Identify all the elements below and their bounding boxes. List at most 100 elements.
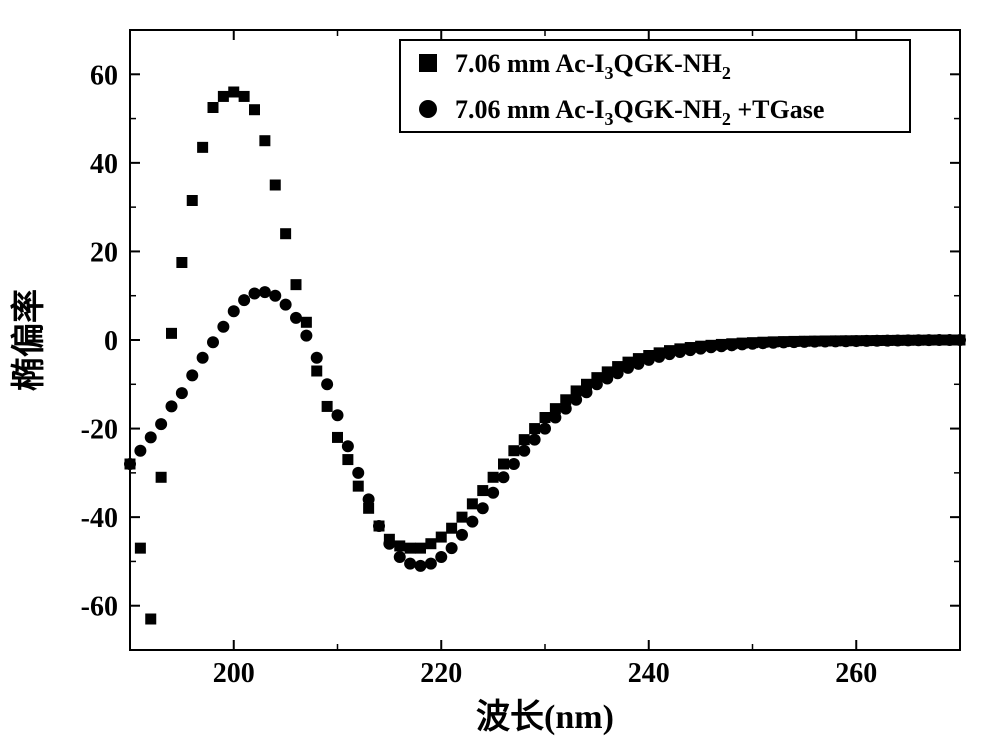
data-point xyxy=(415,560,427,572)
data-point xyxy=(249,288,261,300)
y-tick-label: 0 xyxy=(104,326,118,357)
data-point xyxy=(301,317,312,328)
data-point xyxy=(457,512,468,523)
data-point xyxy=(456,529,468,541)
data-point xyxy=(300,330,312,342)
data-point xyxy=(290,312,302,324)
y-axis-title: 椭偏率 xyxy=(10,289,48,391)
data-point xyxy=(798,336,810,348)
data-point xyxy=(321,378,333,390)
data-point xyxy=(197,142,208,153)
data-point xyxy=(405,543,416,554)
data-point xyxy=(508,445,519,456)
data-point xyxy=(238,294,250,306)
y-tick-label: 40 xyxy=(90,149,118,180)
data-point xyxy=(207,336,219,348)
data-point xyxy=(653,351,665,363)
data-point xyxy=(322,401,333,412)
data-point xyxy=(446,542,458,554)
data-point xyxy=(342,440,354,452)
data-point xyxy=(902,334,914,346)
data-point xyxy=(705,341,717,353)
data-point xyxy=(404,558,416,570)
data-point xyxy=(674,346,686,358)
chart-svg: 200220240260-60-40-200204060波长(nm)椭偏率7.0… xyxy=(0,0,1000,756)
data-point xyxy=(467,498,478,509)
data-point xyxy=(819,335,831,347)
data-point xyxy=(508,458,520,470)
y-tick-label: 20 xyxy=(90,237,118,268)
data-point xyxy=(208,102,219,113)
y-tick-label: -20 xyxy=(81,415,118,446)
data-point xyxy=(726,339,738,351)
data-point xyxy=(643,354,655,366)
data-point xyxy=(913,334,925,346)
data-point xyxy=(436,532,447,543)
data-point xyxy=(415,543,426,554)
data-point xyxy=(259,135,270,146)
data-point xyxy=(197,352,209,364)
y-tick-label: 60 xyxy=(90,60,118,91)
data-point xyxy=(788,336,800,348)
data-point xyxy=(518,445,530,457)
legend-label: 7.06 mm Ac-I3QGK-NH2 xyxy=(455,49,731,83)
y-tick-label: -60 xyxy=(81,592,118,623)
data-point xyxy=(394,551,406,563)
data-point xyxy=(861,335,873,347)
data-point xyxy=(259,286,271,298)
series-series2 xyxy=(124,286,966,572)
data-point xyxy=(228,87,239,98)
x-axis-title: 波长(nm) xyxy=(476,698,614,736)
data-point xyxy=(145,614,156,625)
legend-marker xyxy=(419,100,437,118)
data-point xyxy=(923,334,935,346)
y-tick-label: -40 xyxy=(81,503,118,534)
data-point xyxy=(145,431,157,443)
x-tick-label: 200 xyxy=(213,658,255,689)
x-tick-label: 220 xyxy=(420,658,462,689)
data-point xyxy=(228,305,240,317)
data-point xyxy=(332,409,344,421)
data-point xyxy=(176,387,188,399)
data-point xyxy=(166,328,177,339)
data-point xyxy=(156,472,167,483)
data-point xyxy=(477,485,488,496)
data-point xyxy=(767,337,779,349)
data-point xyxy=(684,344,696,356)
data-point xyxy=(695,343,707,355)
data-point xyxy=(487,487,499,499)
data-point xyxy=(632,358,644,370)
data-point xyxy=(280,299,292,311)
data-point xyxy=(539,423,551,435)
data-point xyxy=(549,412,561,424)
data-point xyxy=(124,458,136,470)
cd-spectrum-chart: 200220240260-60-40-200204060波长(nm)椭偏率7.0… xyxy=(0,0,1000,756)
data-point xyxy=(270,180,281,191)
data-point xyxy=(217,321,229,333)
data-point xyxy=(529,423,540,434)
data-point xyxy=(954,334,966,346)
data-point xyxy=(850,335,862,347)
data-point xyxy=(736,338,748,350)
data-point xyxy=(892,335,904,347)
data-point xyxy=(591,378,603,390)
data-point xyxy=(715,340,727,352)
data-point xyxy=(280,228,291,239)
data-point xyxy=(249,104,260,115)
legend-label: 7.06 mm Ac-I3QGK-NH2 +TGase xyxy=(455,95,824,129)
data-point xyxy=(425,558,437,570)
data-point xyxy=(840,335,852,347)
data-point xyxy=(747,338,759,350)
data-point xyxy=(757,337,769,349)
data-point xyxy=(809,336,821,348)
data-point xyxy=(425,538,436,549)
data-point xyxy=(488,472,499,483)
legend-marker xyxy=(419,54,437,72)
data-point xyxy=(269,290,281,302)
data-point xyxy=(778,336,790,348)
data-point xyxy=(155,418,167,430)
data-point xyxy=(186,369,198,381)
data-point xyxy=(187,195,198,206)
data-point xyxy=(477,502,489,514)
x-tick-label: 260 xyxy=(835,658,877,689)
